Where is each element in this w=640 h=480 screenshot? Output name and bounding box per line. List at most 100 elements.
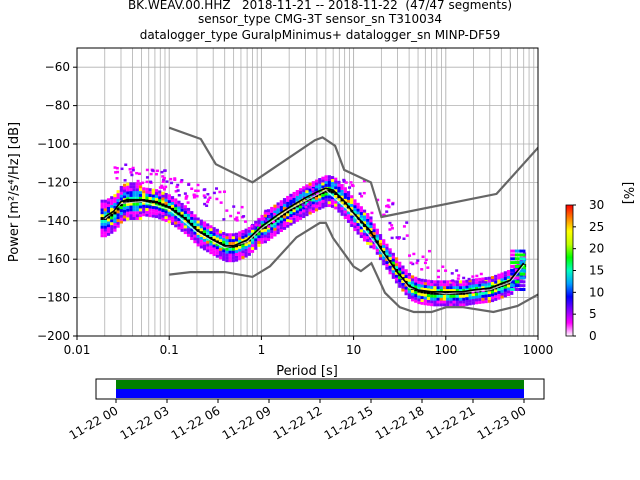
heatmap-cell	[465, 299, 469, 303]
heatmap-cell	[103, 228, 107, 232]
heatmap-cell	[243, 220, 247, 223]
heatmap-cell	[193, 231, 197, 235]
heatmap-cell	[196, 240, 200, 244]
heatmap-cell	[263, 240, 267, 244]
heatmap-cell	[202, 244, 207, 248]
heatmap-cell	[346, 199, 351, 203]
heatmap-cell	[174, 224, 178, 228]
heatmap-cell	[122, 200, 127, 204]
heatmap-cell	[474, 278, 479, 282]
heatmap-cell	[260, 240, 264, 244]
heatmap-cell	[305, 192, 309, 196]
heatmap-cell	[391, 255, 395, 259]
heatmap-cell	[241, 229, 245, 233]
heatmap-cell	[298, 188, 303, 192]
heatmap-cell	[234, 252, 239, 256]
heatmap-cell	[452, 300, 456, 304]
heatmap-cell	[494, 280, 498, 284]
heatmap-cell	[375, 228, 379, 232]
heatmap-cell	[519, 284, 526, 288]
heatmap-cell	[193, 214, 197, 218]
heatmap-cell	[241, 235, 245, 239]
heatmap-cell	[346, 211, 351, 215]
heatmap-cell	[324, 178, 328, 182]
heatmap-cell	[356, 231, 360, 235]
heatmap-cell	[340, 192, 344, 196]
heatmap-cell	[225, 209, 229, 212]
heatmap-cell	[340, 201, 344, 205]
heatmap-cell	[370, 211, 374, 215]
heatmap-cell	[116, 224, 120, 228]
heatmap-cell	[263, 214, 267, 218]
heatmap-cell	[292, 214, 296, 218]
heatmap-cell	[388, 262, 392, 266]
heatmap-cell	[145, 207, 149, 211]
heatmap-cell	[388, 268, 392, 272]
heatmap-cell	[519, 288, 526, 291]
heatmap-cell	[138, 196, 143, 200]
heatmap-cell	[324, 192, 328, 196]
heatmap-cell	[129, 216, 133, 220]
heatmap-cell	[298, 211, 303, 215]
heatmap-cell	[151, 197, 155, 201]
heatmap-cell	[442, 288, 447, 292]
heatmap-cell	[382, 239, 386, 243]
heatmap-cell	[100, 211, 104, 215]
heatmap-cell	[206, 231, 210, 235]
heatmap-cell	[270, 235, 274, 239]
heatmap-cell	[202, 235, 207, 239]
heatmap-cell	[378, 234, 383, 238]
heatmap-cell	[362, 232, 367, 236]
heatmap-cell	[421, 255, 425, 258]
heatmap-cell	[106, 198, 111, 202]
heatmap-cell	[234, 232, 239, 236]
heatmap-cell	[170, 204, 175, 208]
heatmap-cell	[423, 284, 427, 288]
heatmap-cell	[327, 186, 331, 190]
heatmap-cell	[340, 189, 344, 193]
heatmap-cell	[116, 207, 120, 211]
availability-tick-label: 11-22 15	[322, 403, 376, 442]
heatmap-cell	[126, 208, 130, 212]
heatmap-cell	[397, 237, 401, 240]
heatmap-cell	[241, 255, 245, 259]
heatmap-cell	[113, 194, 117, 198]
heatmap-cell	[260, 237, 264, 241]
heatmap-cell	[343, 187, 347, 191]
heatmap-cell	[138, 214, 143, 218]
heatmap-cell	[362, 179, 366, 183]
heatmap-cell	[308, 182, 312, 186]
heatmap-cell	[279, 217, 283, 221]
heatmap-cell	[398, 264, 402, 268]
heatmap-cell	[343, 190, 347, 194]
heatmap-cell	[122, 192, 127, 196]
heatmap-cell	[103, 199, 107, 203]
heatmap-cell	[129, 205, 133, 209]
heatmap-cell	[458, 297, 463, 301]
heatmap-cell	[238, 257, 242, 261]
heatmap-cell	[263, 225, 267, 229]
heatmap-cell	[452, 294, 456, 298]
heatmap-cell	[145, 180, 149, 184]
heatmap-cell	[199, 225, 203, 229]
heatmap-cell	[156, 169, 160, 173]
heatmap-cell	[305, 213, 309, 217]
heatmap-cell	[212, 244, 216, 248]
heatmap-cell	[417, 301, 421, 305]
heatmap-cell	[465, 291, 469, 295]
heatmap-cell	[186, 228, 191, 232]
colorbar-tick-label: 0	[589, 329, 597, 343]
heatmap-cell	[162, 178, 166, 181]
heatmap-cell	[161, 211, 165, 215]
heatmap-cell	[366, 238, 370, 242]
heatmap-cell	[142, 204, 146, 208]
heatmap-cell	[132, 205, 136, 209]
heatmap-cell	[263, 234, 267, 238]
heatmap-cell	[234, 235, 239, 239]
heatmap-cell	[202, 194, 206, 197]
chart-title-line-2: sensor_type CMG-3T sensor_sn T310034	[197, 12, 443, 26]
heatmap-cell	[436, 269, 440, 273]
heatmap-cell	[410, 283, 415, 287]
heatmap-cell	[180, 220, 184, 224]
heatmap-cell	[289, 216, 293, 220]
